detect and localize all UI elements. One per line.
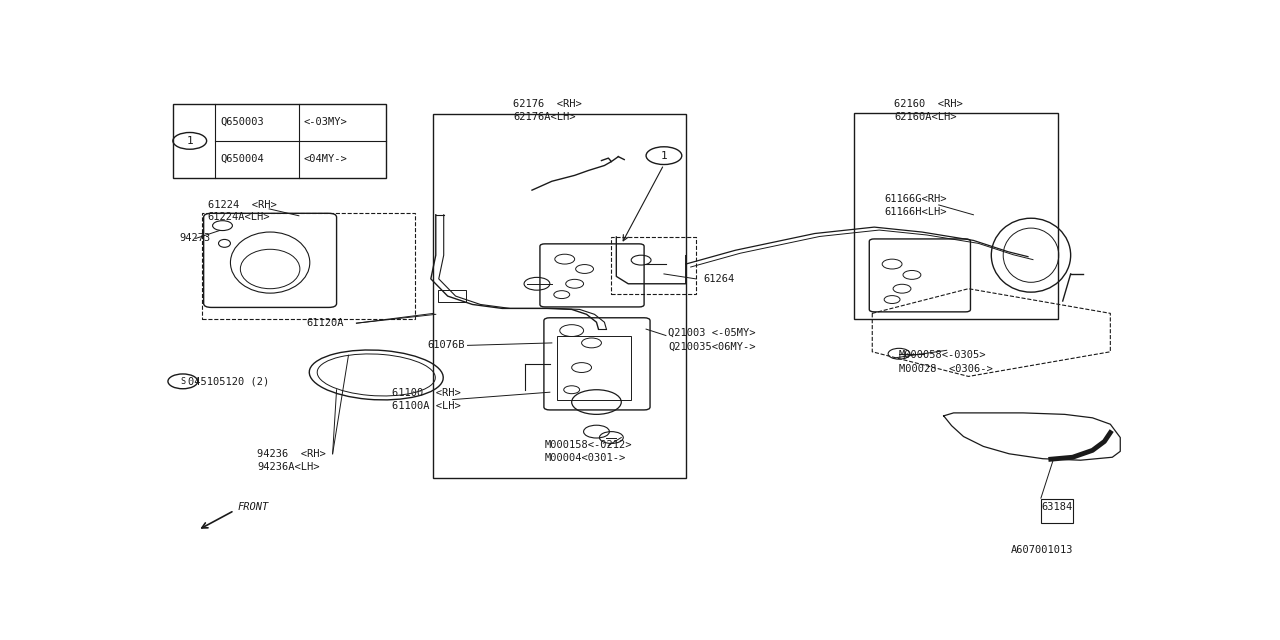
Text: A607001013: A607001013 — [1011, 545, 1074, 555]
Bar — [612, 237, 696, 294]
Text: 61224  <RH>: 61224 <RH> — [207, 200, 276, 210]
Text: 61076B: 61076B — [428, 340, 466, 350]
Text: 61264: 61264 — [704, 274, 735, 284]
Text: 61100A <LH>: 61100A <LH> — [392, 401, 461, 411]
Text: 1: 1 — [187, 136, 193, 146]
Text: 94236A<LH>: 94236A<LH> — [257, 461, 320, 472]
Text: Q21003 <-05MY>: Q21003 <-05MY> — [668, 328, 755, 338]
Text: 63184: 63184 — [1041, 502, 1073, 511]
Text: 94236  <RH>: 94236 <RH> — [257, 449, 326, 459]
Bar — [202, 213, 415, 319]
Text: 61166H<LH>: 61166H<LH> — [884, 207, 947, 217]
Text: <-03MY>: <-03MY> — [303, 116, 348, 127]
Text: 62160  <RH>: 62160 <RH> — [895, 99, 963, 109]
Text: S: S — [180, 377, 186, 386]
Text: 61166G<RH>: 61166G<RH> — [884, 194, 947, 204]
Text: 62176A<LH>: 62176A<LH> — [513, 112, 576, 122]
Text: Q650004: Q650004 — [220, 154, 264, 164]
Text: FRONT: FRONT — [237, 502, 269, 511]
Text: 045105120 (2): 045105120 (2) — [188, 376, 269, 387]
Text: Q650003: Q650003 — [220, 116, 264, 127]
Text: 62176  <RH>: 62176 <RH> — [513, 99, 582, 109]
Text: 61120A: 61120A — [307, 318, 344, 328]
Bar — [557, 335, 631, 399]
Text: <04MY->: <04MY-> — [303, 154, 348, 164]
Bar — [1041, 499, 1073, 523]
Text: M000058<-0305>: M000058<-0305> — [899, 350, 987, 360]
Text: Q210035<06MY->: Q210035<06MY-> — [668, 341, 755, 351]
Bar — [433, 114, 686, 479]
Text: 62160A<LH>: 62160A<LH> — [895, 112, 956, 122]
Bar — [173, 104, 387, 178]
Text: 61224A<LH>: 61224A<LH> — [207, 212, 270, 222]
Bar — [855, 113, 1057, 319]
Bar — [438, 290, 466, 302]
Text: 61100  <RH>: 61100 <RH> — [392, 388, 461, 398]
Text: 94273: 94273 — [179, 234, 211, 243]
Text: 1: 1 — [660, 150, 667, 161]
Text: M00004<0301->: M00004<0301-> — [545, 453, 626, 463]
Text: M000158<-0212>: M000158<-0212> — [545, 440, 632, 450]
Text: M00028  <0306->: M00028 <0306-> — [899, 364, 993, 374]
